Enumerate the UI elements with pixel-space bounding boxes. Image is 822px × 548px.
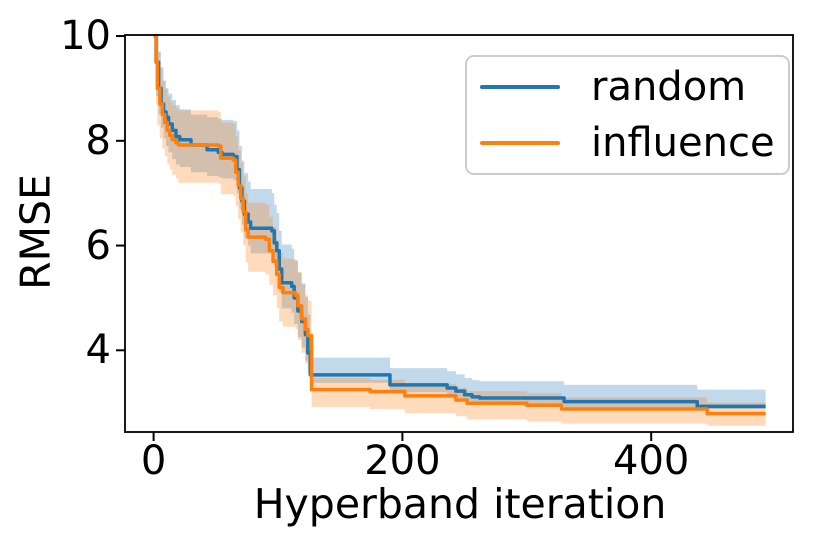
axes-spines xyxy=(124,34,794,433)
legend-line-sample-random xyxy=(480,84,560,89)
y-tick-label: 4 xyxy=(85,327,111,374)
legend-entry-random: random xyxy=(480,60,788,114)
line-random xyxy=(153,34,766,409)
x-axis-label: Hyperband iteration xyxy=(253,480,667,528)
y-tick-label: 10 xyxy=(60,13,111,60)
y-tick-label: 6 xyxy=(85,222,111,269)
legend: random influence xyxy=(465,55,790,175)
x-tick-label: 400 xyxy=(613,438,690,484)
x-tick-label: 0 xyxy=(140,438,167,484)
band-random xyxy=(153,36,766,409)
legend-line-sample-influence xyxy=(480,141,560,146)
legend-entry-influence: influence xyxy=(480,116,788,170)
y-tick-label: 8 xyxy=(85,117,111,164)
line-influence xyxy=(153,34,766,416)
legend-label-random: random xyxy=(591,63,747,110)
legend-label-influence: influence xyxy=(591,120,775,167)
x-tick-label: 200 xyxy=(364,438,441,484)
